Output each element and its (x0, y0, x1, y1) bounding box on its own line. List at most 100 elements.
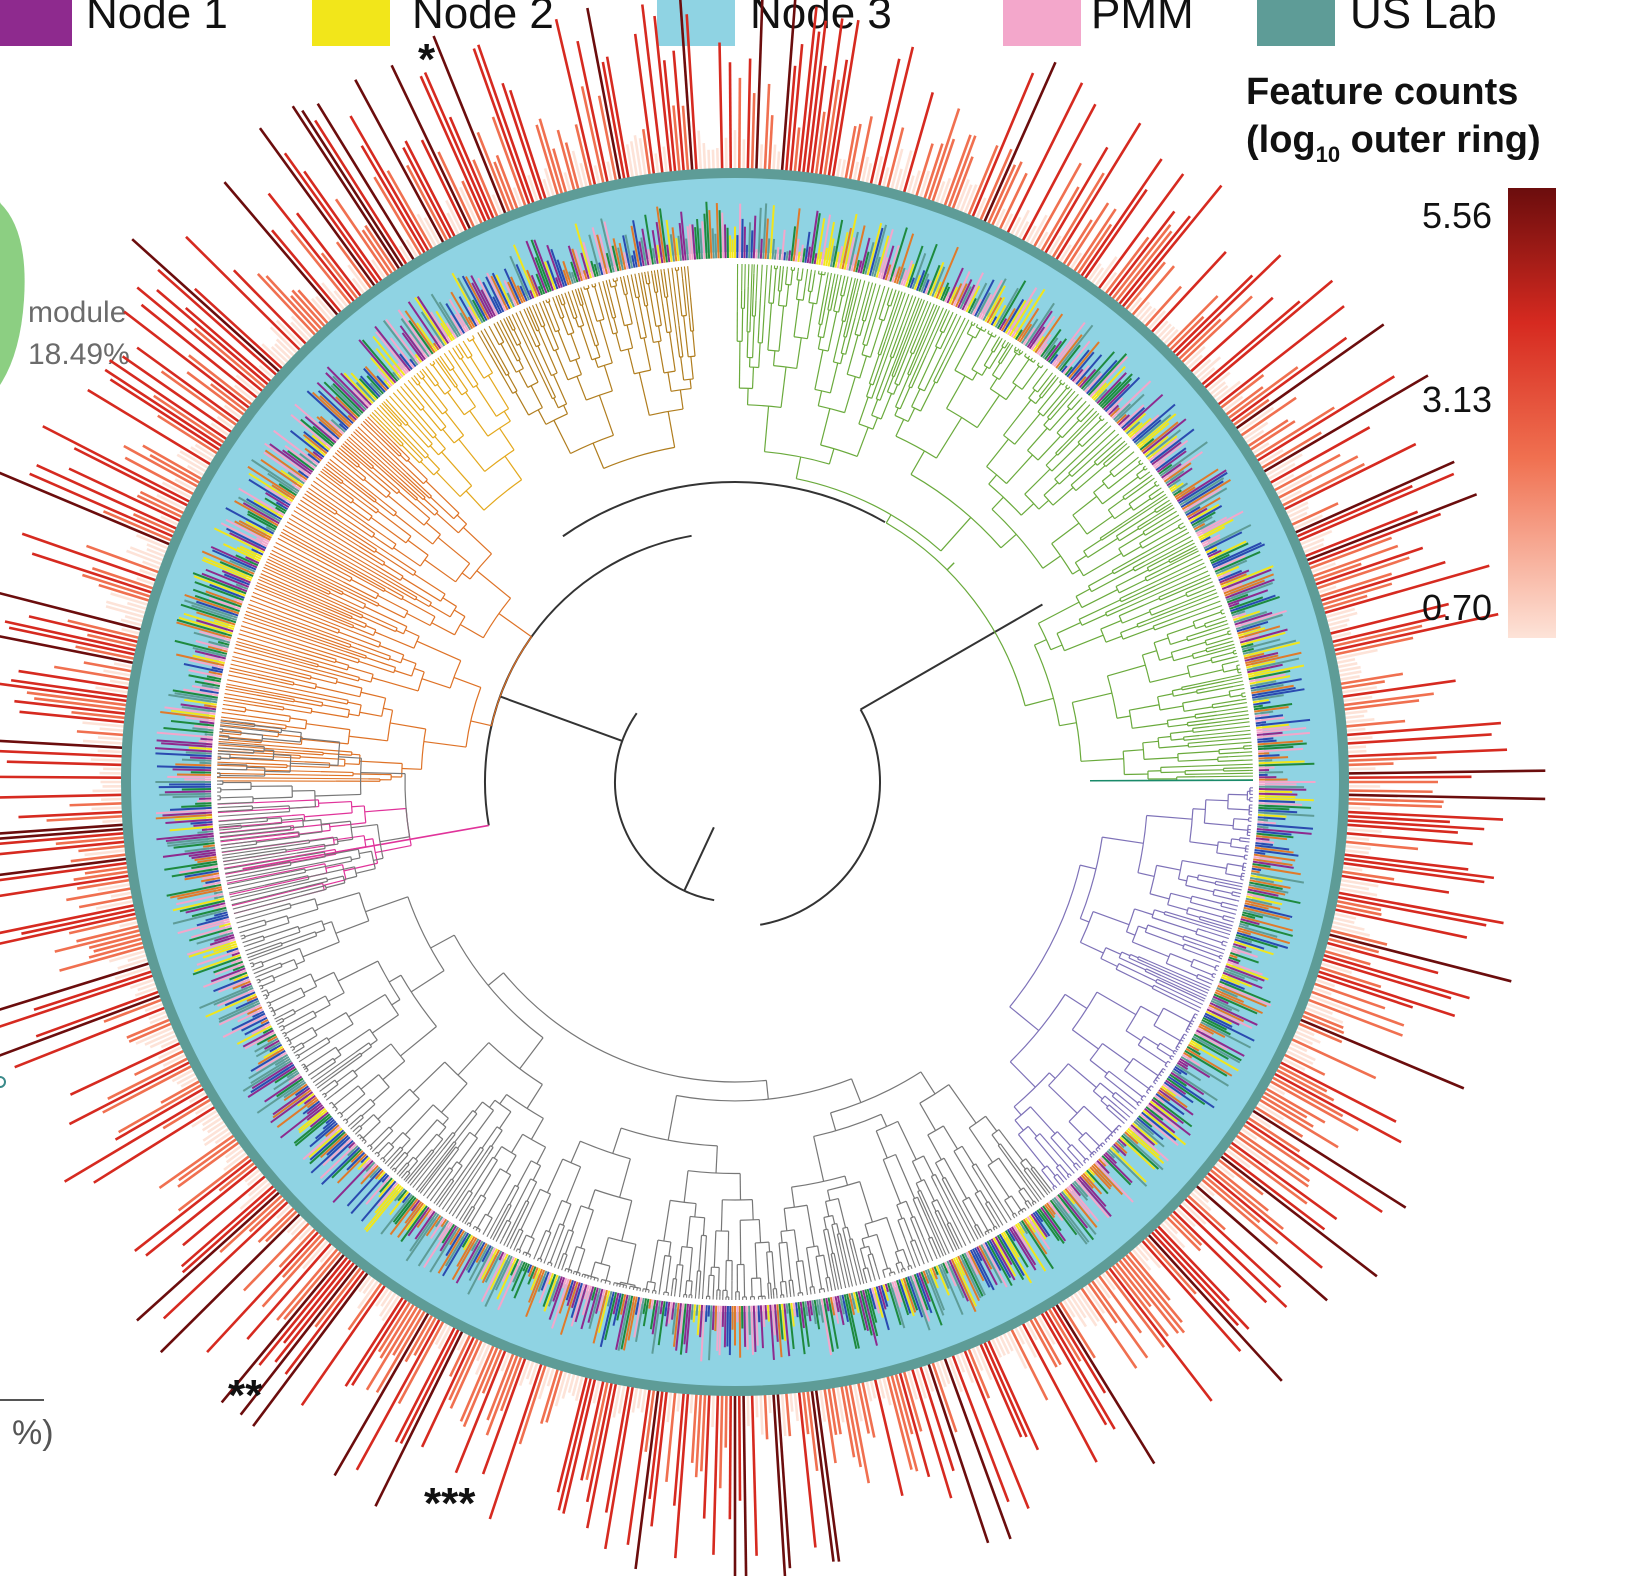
composition-ring-segment (846, 1293, 860, 1349)
composition-ring-segment (322, 1138, 353, 1167)
composition-ring-segment (825, 221, 836, 267)
tree-branch (828, 448, 835, 465)
tree-branch (284, 525, 393, 587)
composition-ring-segment (156, 765, 212, 769)
composition-ring-segment (1251, 867, 1262, 872)
composition-ring-segment (841, 1294, 850, 1323)
tree-branch-arc (927, 1125, 944, 1136)
tree-branch (342, 568, 385, 592)
outer-ring-bar (1332, 912, 1357, 920)
tree-branch (802, 1260, 808, 1293)
tree-branch (237, 637, 304, 658)
tree-branch (1030, 1106, 1056, 1135)
outer-ring-bar (201, 1116, 224, 1132)
tree-branch (757, 298, 762, 343)
tree-branch (690, 356, 694, 380)
composition-ring-segment (1028, 326, 1046, 350)
outer-ring-bar (1344, 831, 1473, 846)
tree-branch-arc (1185, 1028, 1188, 1032)
tree-branch (920, 1255, 925, 1265)
tree-branch (715, 1145, 718, 1174)
tree-branch (219, 822, 275, 829)
tree-branch (831, 273, 836, 287)
tree-branch (1024, 353, 1027, 357)
tree-branch (267, 558, 324, 587)
outer-ring-bar (500, 1350, 511, 1372)
outer-ring-bar (1143, 1235, 1197, 1295)
outer-ring-bar (1140, 1238, 1242, 1353)
composition-ring-segment (1099, 373, 1133, 408)
tree-branch-arc (584, 287, 590, 291)
tree-branch (1211, 623, 1229, 630)
outer-ring-bar (1248, 1112, 1272, 1129)
tree-branch (1121, 1120, 1125, 1124)
tree-branch (223, 696, 274, 707)
outer-ring-bar (311, 297, 333, 323)
outer-ring-bar (556, 129, 576, 192)
composition-ring-segment (420, 311, 446, 347)
tree-branch (429, 604, 451, 618)
composition-ring-segment (1086, 1169, 1109, 1195)
outer-ring-bar (1086, 1281, 1118, 1324)
tree-branch (261, 740, 302, 746)
composition-ring (121, 168, 1349, 1396)
outer-ring-bar (1156, 323, 1172, 340)
composition-ring-segment (1224, 967, 1259, 982)
outer-ring-bar (839, 159, 847, 180)
tree-branch (1201, 585, 1215, 592)
outer-ring-bar (540, 1367, 560, 1425)
tree-branch-arc (990, 334, 995, 338)
composition-ring-segment (715, 203, 720, 259)
outer-ring-bar (1343, 848, 1369, 855)
outer-ring-bar (1083, 1283, 1106, 1314)
composition-ring-segment (778, 1304, 784, 1340)
outer-ring-bar (633, 135, 643, 178)
tree-branch (441, 451, 473, 487)
outer-ring-bar (1050, 172, 1105, 260)
tree-branch-arc (613, 280, 618, 283)
outer-ring-bar (276, 1247, 340, 1321)
tree-branch (759, 1277, 763, 1297)
composition-ring-segment (1222, 582, 1243, 593)
tree-branch (1204, 620, 1213, 625)
outer-ring-bar (1159, 1221, 1186, 1249)
outer-ring-bar (672, 105, 681, 173)
tree-branch-arc (546, 300, 551, 304)
composition-ring-segment (1238, 625, 1281, 640)
outer-ring-bar (1211, 1164, 1269, 1212)
composition-ring-segment (632, 250, 638, 268)
outer-ring-bar (1183, 1196, 1282, 1289)
outer-ring-bar (1337, 886, 1378, 897)
tree-branch-arc (764, 451, 830, 465)
tree-branch-arc (1013, 1072, 1050, 1108)
outer-ring-bar (235, 374, 262, 397)
tree-branch (555, 295, 558, 300)
tree-branch (1144, 569, 1162, 579)
outer-ring-bar (1346, 793, 1546, 801)
composition-ring-segment (644, 214, 655, 265)
composition-ring-segment (1230, 595, 1280, 615)
tree-branch (229, 667, 282, 681)
tree-branch (875, 1130, 888, 1159)
tree-branch (1091, 1152, 1095, 1156)
outer-ring-bar (728, 62, 733, 171)
tree-branch (1132, 722, 1168, 729)
tree-branch-arc (796, 478, 942, 552)
outer-ring-bar (597, 95, 618, 182)
composition-ring-segment (1211, 542, 1262, 567)
tree-branch-arc (465, 687, 482, 748)
composition-ring-segment (527, 1266, 537, 1285)
composition-ring-segment (218, 922, 231, 928)
tree-branch (1033, 359, 1036, 363)
tree-branch (226, 683, 289, 697)
tree-branch (1171, 738, 1184, 741)
composition-ring-segment (764, 218, 769, 259)
composition-ring-segment (648, 1299, 652, 1309)
tree-branch-arc (1144, 577, 1148, 582)
tree-branch (426, 455, 441, 470)
tree-branch (1137, 1044, 1167, 1064)
tree-branch (305, 628, 351, 646)
tree-branch (1067, 1148, 1082, 1164)
outer-ring-bar (699, 1393, 707, 1472)
tree-branch (1158, 579, 1199, 598)
